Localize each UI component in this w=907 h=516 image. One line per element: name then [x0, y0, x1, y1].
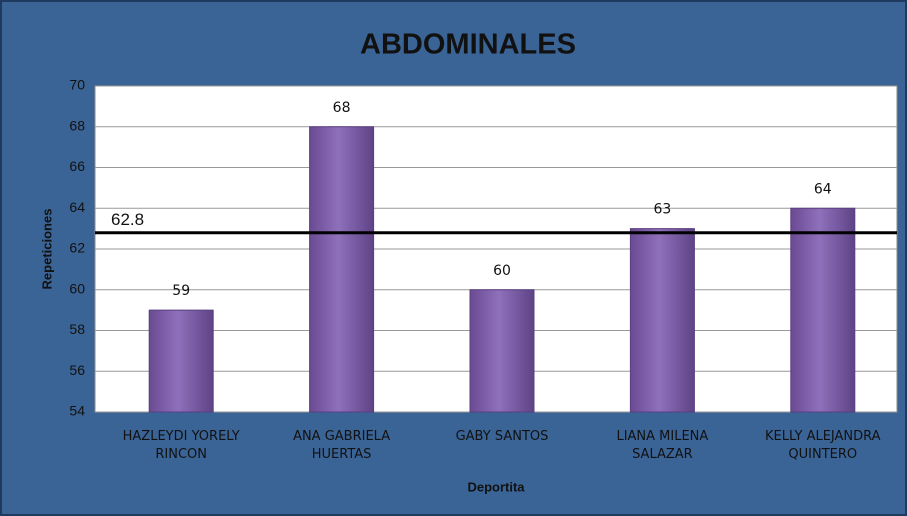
y-tick-label: 54	[69, 403, 85, 419]
bar	[148, 309, 214, 413]
y-tick-label: 56	[69, 362, 85, 378]
x-tick-label: GABY SANTOS	[455, 429, 549, 444]
y-tick-label: 64	[69, 199, 85, 215]
data-label: 63	[653, 202, 671, 218]
x-tick-label: LIANA MILENA SALAZAR	[616, 429, 709, 462]
y-tick-label: 68	[69, 117, 85, 133]
y-tick-label: 60	[69, 280, 85, 296]
chart-title: ABDOMINALES	[360, 29, 576, 61]
y-tick-label: 66	[69, 158, 85, 174]
y-axis-label: Repeticiones	[39, 209, 54, 290]
y-tick-label: 58	[69, 321, 85, 337]
bar	[309, 126, 375, 413]
x-tick-label: KELLY ALEJANDRA QUINTERO	[765, 429, 881, 462]
bar	[629, 228, 695, 413]
y-tick-label: 62	[69, 240, 85, 256]
bar	[469, 289, 535, 413]
data-label: 64	[814, 181, 832, 197]
reference-label: 62.8	[111, 210, 144, 229]
y-tick-label: 70	[69, 77, 85, 93]
x-tick-label: ANA GABRIELA HUERTAS	[293, 429, 391, 462]
x-axis-label: Deportita	[467, 479, 525, 494]
data-label: 59	[172, 283, 190, 299]
data-label: 60	[493, 263, 511, 279]
x-tick-label: HAZLEYDI YORELY RINCON	[122, 429, 240, 462]
bar	[790, 207, 856, 413]
data-label: 68	[333, 100, 351, 116]
